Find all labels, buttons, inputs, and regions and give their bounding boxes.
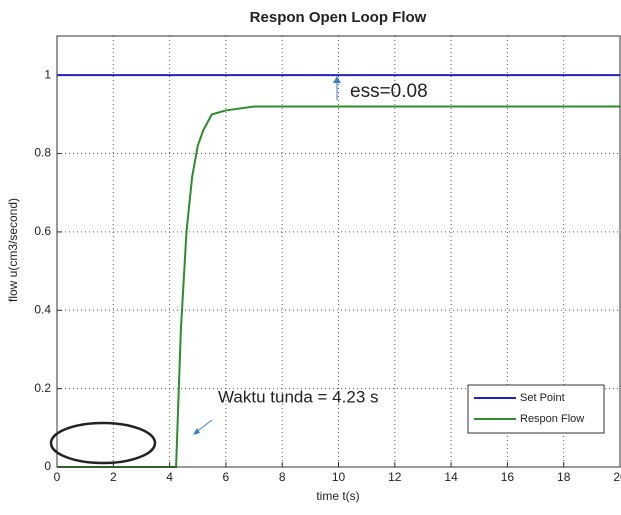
axes-box: [56, 35, 621, 468]
x-tick-label: 2: [110, 470, 117, 484]
y-tick-label: 1: [44, 67, 51, 81]
lines: [57, 74, 620, 468]
x-tick-label: 10: [332, 470, 346, 484]
x-tick-label: 14: [444, 470, 458, 484]
arrow-head: [193, 428, 200, 435]
arrow-head: [333, 76, 341, 83]
x-axis-label: time t(s): [316, 489, 359, 503]
x-tick-label: 20: [613, 470, 621, 484]
chart-title: Respon Open Loop Flow: [250, 9, 427, 26]
series-line: [57, 105, 620, 468]
y-tick-label: 0.2: [34, 381, 51, 395]
y-tick-label: 0.6: [34, 224, 51, 238]
y-tick-label: 0.8: [34, 146, 51, 160]
x-tick-label: 0: [54, 470, 61, 484]
annotation: Waktu tunda = 4.23 s: [218, 387, 379, 406]
x-tick-label: 4: [166, 470, 173, 484]
legend-label: Respon Flow: [520, 413, 584, 425]
y-tick-label: 0: [44, 459, 51, 473]
legend-box: [467, 384, 605, 434]
x-tick-label: 18: [557, 470, 571, 484]
y-tick-label: 0.4: [34, 302, 51, 316]
annotation: ess=0.08: [350, 81, 428, 102]
y-axis-label: flow u(cm3/second): [6, 198, 20, 302]
legend-label: Set Point: [520, 392, 565, 404]
x-tick-label: 6: [223, 470, 230, 484]
x-tick-label: 16: [501, 470, 515, 484]
x-tick-label: 12: [388, 470, 402, 484]
legend: Set Point Respon Flow: [467, 384, 605, 434]
x-tick-label: 8: [279, 470, 286, 484]
highlight-ellipse: [49, 421, 157, 465]
